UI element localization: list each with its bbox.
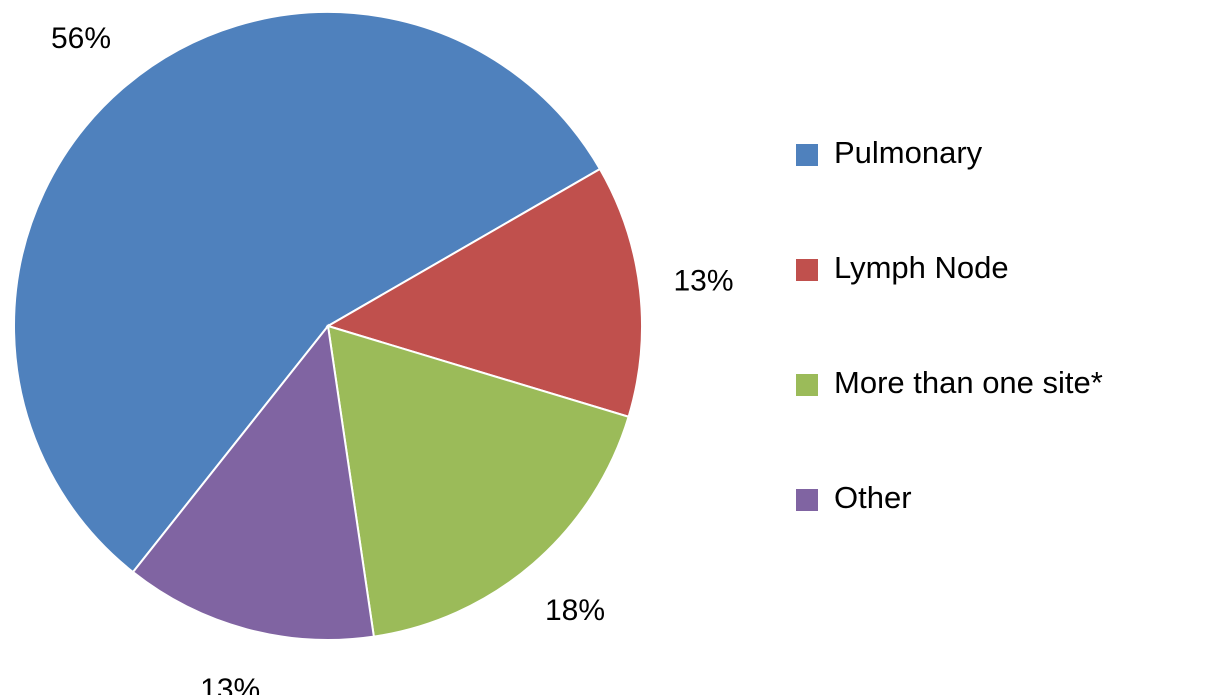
legend-swatch	[796, 489, 818, 511]
data-label: 56%	[51, 22, 111, 55]
pie-slice	[326, 324, 630, 638]
legend-swatch	[796, 144, 818, 166]
legend-swatch	[796, 259, 818, 281]
data-label: 18%	[545, 594, 605, 627]
data-label: 13%	[200, 673, 260, 695]
pie-slice	[131, 323, 376, 641]
legend-label: Lymph Node	[834, 250, 1009, 285]
pie-slice	[13, 11, 602, 574]
legend-label: More than one site*	[834, 365, 1103, 400]
data-label: 13%	[673, 264, 733, 297]
legend-swatch	[796, 374, 818, 396]
legend-label: Other	[834, 480, 912, 515]
legend-label: Pulmonary	[834, 135, 983, 170]
pie-slice	[325, 167, 643, 419]
